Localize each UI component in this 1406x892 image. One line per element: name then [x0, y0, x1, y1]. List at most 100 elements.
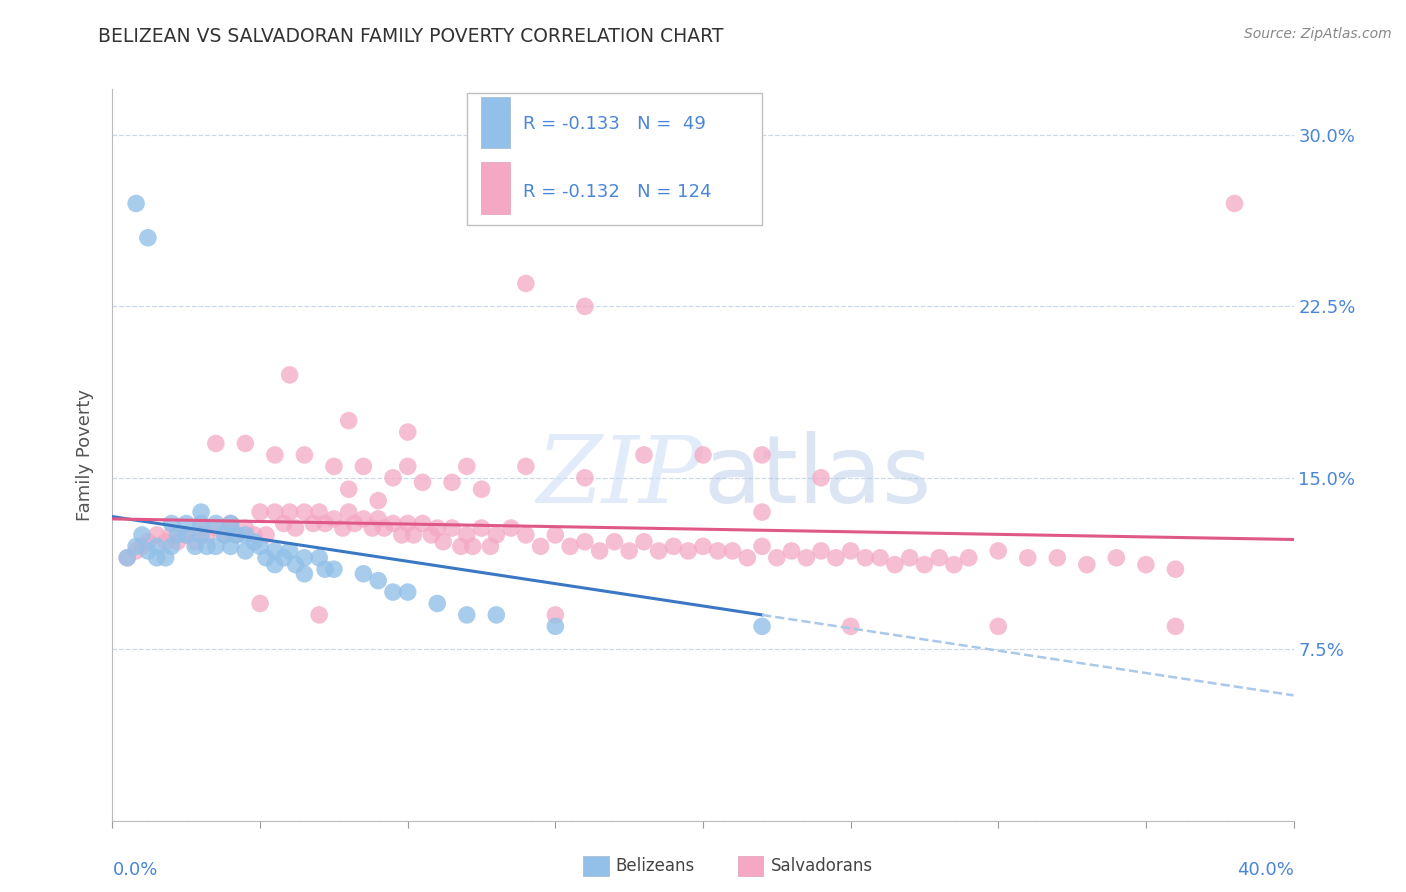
Point — [461, 539, 484, 553]
Point — [1164, 562, 1187, 576]
Point — [190, 528, 212, 542]
Point — [603, 534, 626, 549]
Point — [544, 607, 567, 622]
Point — [1223, 196, 1246, 211]
Point — [485, 607, 508, 622]
Point — [225, 528, 247, 542]
Point — [456, 528, 478, 542]
Point — [166, 534, 188, 549]
Point — [302, 516, 325, 531]
Point — [544, 528, 567, 542]
Point — [264, 558, 287, 572]
Point — [174, 528, 197, 542]
Point — [125, 544, 148, 558]
Point — [233, 436, 256, 450]
Point — [441, 475, 464, 490]
Text: Source: ZipAtlas.com: Source: ZipAtlas.com — [1244, 27, 1392, 41]
Point — [243, 534, 266, 549]
Point — [411, 475, 433, 490]
Point — [174, 516, 197, 531]
Point — [146, 550, 169, 565]
FancyBboxPatch shape — [481, 96, 510, 148]
Point — [662, 539, 685, 553]
Point — [155, 534, 177, 549]
Point — [136, 231, 159, 245]
Text: BELIZEAN VS SALVADORAN FAMILY POVERTY CORRELATION CHART: BELIZEAN VS SALVADORAN FAMILY POVERTY CO… — [98, 27, 724, 45]
Point — [166, 528, 188, 542]
Point — [205, 521, 228, 535]
Point — [195, 539, 218, 553]
Point — [323, 459, 346, 474]
Point — [219, 516, 242, 531]
Point — [515, 459, 537, 474]
Point — [219, 521, 242, 535]
Point — [314, 516, 336, 531]
Point — [1017, 550, 1039, 565]
Point — [987, 619, 1010, 633]
Point — [456, 607, 478, 622]
Point — [146, 539, 169, 553]
Point — [884, 558, 907, 572]
Point — [125, 539, 148, 553]
Point — [391, 528, 413, 542]
Point — [692, 448, 714, 462]
Point — [308, 550, 330, 565]
Point — [411, 516, 433, 531]
Point — [751, 505, 773, 519]
Point — [284, 521, 307, 535]
Text: R = -0.133   N =  49: R = -0.133 N = 49 — [523, 114, 706, 133]
Point — [146, 528, 169, 542]
Point — [426, 521, 449, 535]
Point — [337, 505, 360, 519]
Text: Belizeans: Belizeans — [616, 857, 695, 875]
Point — [352, 459, 374, 474]
Point — [219, 539, 242, 553]
Text: 40.0%: 40.0% — [1237, 861, 1294, 879]
Point — [214, 528, 236, 542]
Point — [706, 544, 728, 558]
Point — [678, 544, 700, 558]
Point — [323, 562, 346, 576]
Point — [839, 544, 862, 558]
Point — [264, 505, 287, 519]
Point — [136, 544, 159, 558]
Point — [928, 550, 950, 565]
Point — [515, 528, 537, 542]
Point — [160, 539, 183, 553]
Point — [292, 566, 315, 581]
Point — [195, 528, 218, 542]
Point — [501, 521, 523, 535]
Point — [361, 521, 384, 535]
Point — [273, 516, 295, 531]
Point — [373, 521, 395, 535]
Point — [780, 544, 803, 558]
Point — [249, 539, 271, 553]
Point — [292, 505, 315, 519]
Point — [190, 516, 212, 531]
Point — [432, 534, 454, 549]
Point — [382, 585, 405, 599]
Point — [869, 550, 891, 565]
Point — [233, 544, 256, 558]
Point — [155, 550, 177, 565]
Point — [810, 544, 832, 558]
Point — [479, 539, 502, 553]
Point — [574, 299, 596, 313]
Point — [160, 528, 183, 542]
FancyBboxPatch shape — [467, 93, 762, 225]
Point — [450, 539, 472, 553]
Point — [367, 493, 389, 508]
Point — [1046, 550, 1069, 565]
Point — [219, 516, 242, 531]
Point — [839, 619, 862, 633]
Point — [420, 528, 443, 542]
Point — [343, 516, 366, 531]
Point — [205, 516, 228, 531]
Point — [308, 607, 330, 622]
Point — [396, 516, 419, 531]
Point — [396, 585, 419, 599]
Point — [278, 505, 301, 519]
Point — [254, 550, 277, 565]
Point — [125, 196, 148, 211]
Point — [249, 505, 271, 519]
